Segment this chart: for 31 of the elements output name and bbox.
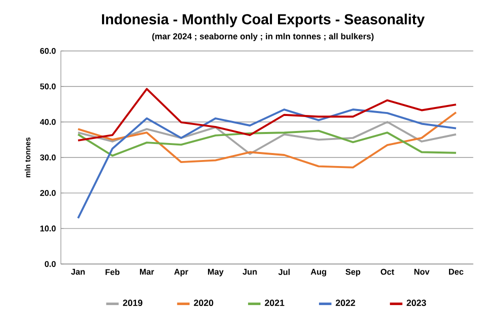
line-series — [77, 120, 458, 155]
legend-label: 2021 — [264, 300, 284, 306]
x-tick-label: Sep — [346, 268, 360, 276]
line-series — [77, 108, 458, 220]
x-tick-label: Aug — [310, 268, 326, 276]
y-tick-label: 10.0 — [40, 225, 56, 232]
chart-subtitle: (mar 2024 ; seaborne only ; in mln tonnes ; all bulkers) — [152, 32, 374, 41]
chart-title: Indonesia - Monthly Coal Exports - Seasonality — [102, 14, 425, 28]
y-tick-label: 50.0 — [40, 83, 56, 90]
x-tick-label: Dec — [448, 268, 464, 275]
x-tick-label: Mar — [140, 268, 154, 275]
x-tick-label: Nov — [414, 268, 430, 275]
x-tick-label: Feb — [106, 268, 120, 275]
x-tick-label: Jan — [71, 268, 85, 275]
legend-label: 2020 — [194, 300, 214, 306]
line-series — [77, 111, 458, 168]
x-tick-label: Oct — [380, 268, 394, 275]
y-tick-label: 0.0 — [44, 260, 56, 267]
y-tick-label: 60.0 — [40, 48, 56, 54]
legend-label: 2019 — [122, 300, 142, 306]
x-tick-label: Jul — [278, 268, 290, 275]
y-tick-label: 20.0 — [40, 190, 56, 196]
y-tick-label: 40.0 — [40, 118, 56, 125]
x-tick-label: Jun — [242, 268, 257, 275]
x-tick-label: May — [208, 268, 224, 276]
line-series — [77, 88, 458, 142]
legend-label: 2023 — [406, 300, 426, 306]
legend-label: 2022 — [336, 300, 356, 306]
line-series — [77, 130, 458, 157]
y-tick-label: 30.0 — [40, 154, 56, 160]
x-tick-label: Apr — [174, 268, 188, 276]
